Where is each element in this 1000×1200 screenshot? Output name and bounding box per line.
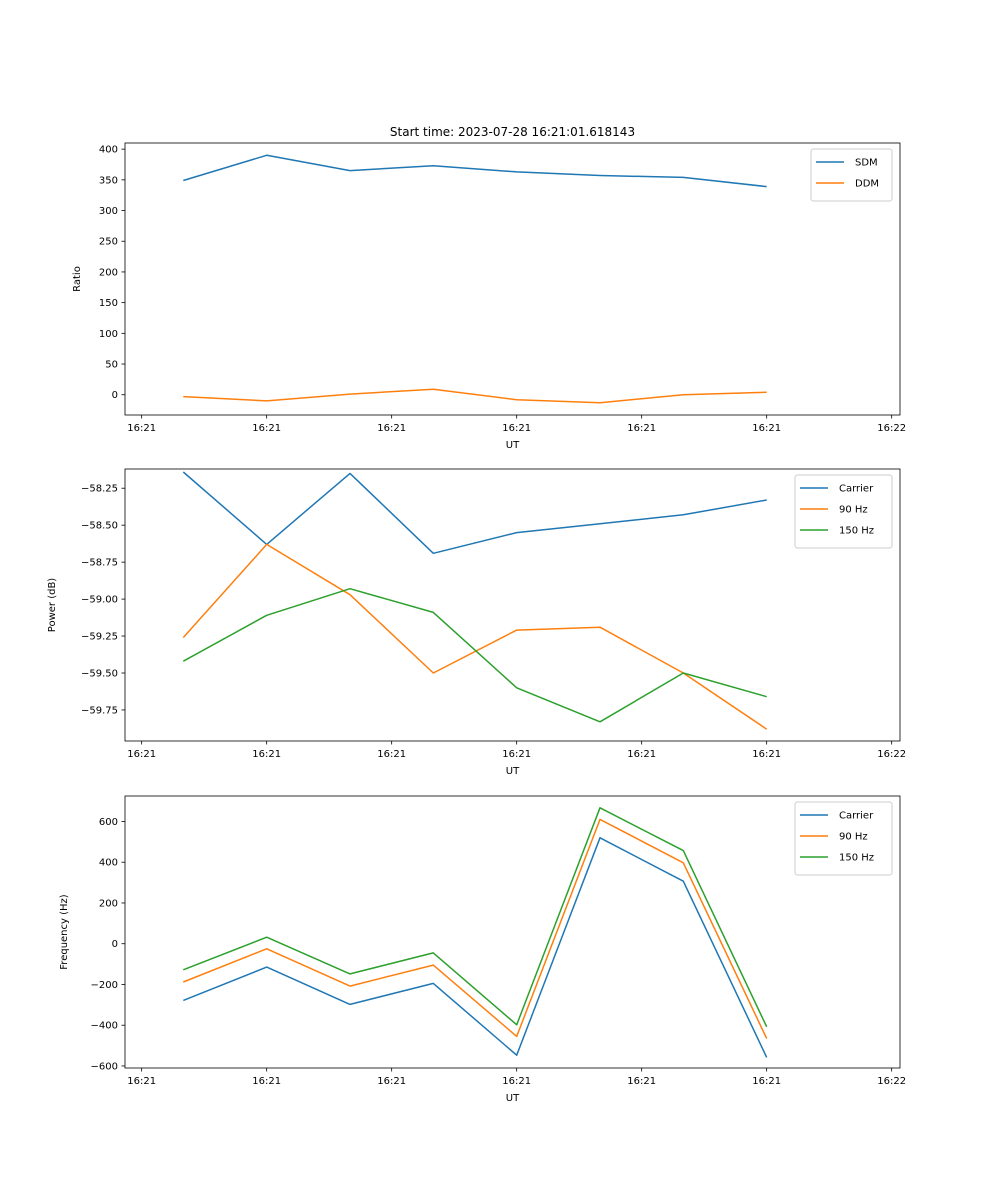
subplots: 16:21 16:21 16:21 16:21 16:21 16:21 16:22 0 50 10… (47, 142, 906, 1104)
y-tick-label: −58.50 (81, 521, 118, 532)
x-tick-label: 16:21 (752, 1076, 781, 1087)
y-tick-label: 50 (105, 360, 118, 371)
x-tick-label: 16:22 (877, 423, 906, 434)
y-tick-label: 400 (99, 145, 118, 156)
series-line-carrier (183, 837, 768, 1058)
legend-label: 150 Hz (839, 853, 874, 864)
legend-label: Carrier (839, 811, 874, 822)
x-tick-label: 16:22 (877, 749, 906, 760)
y-tick-label: 200 (99, 898, 118, 909)
x-tick-label: 16:21 (127, 1076, 156, 1087)
x-tick-label: 16:21 (502, 1076, 531, 1087)
x-tick-label: 16:21 (627, 749, 656, 760)
series-line-sdm (183, 154, 767, 188)
y-tick-label: 200 (99, 267, 118, 278)
y-tick-label: −59.25 (81, 632, 118, 643)
x-tick-label: 16:21 (627, 423, 656, 434)
y-tick-label: 600 (99, 817, 118, 828)
y-tick-label: −59.75 (81, 705, 118, 716)
subplot-1: 16:21 16:21 16:21 16:21 16:21 16:21 16:22 0 50 10… (72, 142, 906, 451)
legend-label: 90 Hz (839, 832, 868, 843)
x-tick-label: 16:21 (252, 1076, 281, 1087)
x-tick-label: 16:21 (252, 423, 281, 434)
y-tick-label: −59.00 (81, 595, 118, 606)
legend-label: DDM (855, 179, 879, 190)
x-tick-label: 16:21 (127, 423, 156, 434)
x-tick-label: 16:21 (627, 1076, 656, 1087)
axes-frame (124, 142, 901, 416)
series-line-carrier (182, 471, 767, 555)
y-tick-label: 100 (99, 329, 118, 340)
y-tick-label: −58.75 (81, 558, 118, 569)
axes-frame (124, 795, 901, 1069)
x-axis-label: UT (506, 766, 520, 777)
y-tick-label: −58.25 (81, 484, 118, 495)
x-tick-label: 16:21 (502, 423, 531, 434)
x-tick-label: 16:21 (752, 423, 781, 434)
y-tick-label: 0 (112, 390, 118, 401)
y-tick-label: 300 (99, 206, 118, 217)
x-tick-label: 16:22 (877, 1076, 906, 1087)
legend-label: SDM (855, 158, 878, 169)
y-tick-label: 400 (99, 858, 118, 869)
x-tick-label: 16:21 (127, 749, 156, 760)
x-tick-label: 16:21 (377, 423, 406, 434)
legend-label: 90 Hz (839, 505, 868, 516)
x-axis-label: UT (506, 440, 520, 451)
y-tick-label: 250 (99, 237, 118, 248)
legend-label: Carrier (839, 484, 874, 495)
series-line-90-hz (182, 543, 768, 730)
x-tick-label: 16:21 (377, 749, 406, 760)
y-tick-label: −59.50 (81, 669, 118, 680)
x-tick-label: 16:21 (502, 749, 531, 760)
series-line-150-hz (182, 587, 767, 723)
subplot-3: 16:21 16:21 16:21 16:21 16:21 16:21 16:22 −600 −… (59, 795, 906, 1104)
y-axis-label: Frequency (Hz) (59, 894, 70, 970)
y-tick-label: 0 (112, 939, 118, 950)
legend-box (810, 148, 893, 202)
x-axis-label: UT (506, 1093, 520, 1104)
y-tick-label: 350 (99, 175, 118, 186)
y-axis-label: Power (dB) (47, 578, 58, 633)
series-line-90-hz (183, 818, 768, 1039)
legend: SDM DDM (810, 148, 893, 202)
y-tick-label: −200 (91, 980, 118, 991)
axes-frame (124, 468, 901, 742)
series-line-ddm (183, 388, 767, 404)
chart-title: Start time: 2023-07-28 16:21:01.618143 (390, 125, 635, 139)
legend-label: 150 Hz (839, 526, 874, 537)
x-tick-label: 16:21 (377, 1076, 406, 1087)
series-line-150-hz (183, 807, 768, 1028)
subplot-2: 16:21 16:21 16:21 16:21 16:21 16:21 16:22 −58.2… (47, 468, 906, 777)
legend: Carrier 90 Hz 150 Hz (794, 474, 893, 549)
x-tick-label: 16:21 (752, 749, 781, 760)
legend: Carrier 90 Hz 150 Hz (794, 801, 893, 876)
y-tick-label: 150 (99, 298, 118, 309)
y-axis-label: Ratio (72, 266, 83, 292)
x-tick-label: 16:21 (252, 749, 281, 760)
y-tick-label: −600 (91, 1061, 118, 1072)
y-tick-label: −400 (91, 1021, 118, 1032)
